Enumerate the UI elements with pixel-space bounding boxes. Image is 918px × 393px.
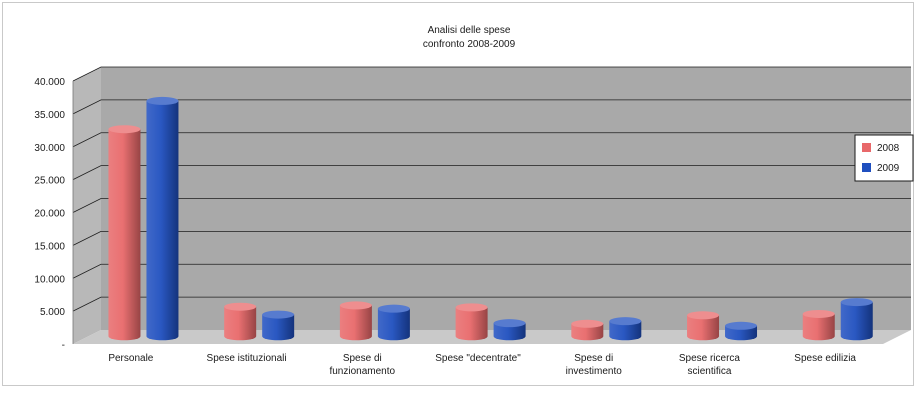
bar-top (262, 310, 295, 319)
legend-label: 2008 (877, 143, 900, 154)
bar-2008-6 (802, 309, 835, 341)
bar-body (455, 307, 488, 341)
bar-body (108, 129, 141, 341)
floor (73, 330, 911, 344)
bar-top (687, 311, 720, 320)
legend-swatch (862, 163, 871, 172)
bar-2008-4 (571, 319, 604, 341)
bar-2008-5 (687, 311, 720, 341)
y-tick-label: 20.000 (34, 209, 65, 220)
bar-2009-6 (840, 298, 873, 341)
bar-top (802, 309, 835, 318)
y-tick-label: 25.000 (34, 176, 65, 187)
bar-body (609, 321, 642, 341)
bar-top (146, 96, 179, 105)
bar-2008-1 (224, 302, 257, 341)
bar-2008-3 (455, 303, 488, 341)
bar-body (687, 315, 720, 341)
bar-top (339, 301, 372, 310)
bar-body (840, 302, 873, 341)
bar-top (224, 302, 257, 311)
gridline (72, 230, 911, 246)
bar-2009-2 (377, 304, 410, 341)
bar-body (725, 325, 758, 341)
chart-frame: Analisi delle spese confronto 2008-2009 … (2, 2, 914, 386)
bar-2008-2 (339, 301, 372, 341)
y-tick-label: 35.000 (34, 110, 65, 121)
x-tick-label: Spese di investimento (566, 353, 623, 377)
bar-top (455, 303, 488, 312)
x-tick-label: Spese ricerca scientifica (679, 353, 741, 377)
y-tick-label: 30.000 (34, 143, 65, 154)
legend-box (854, 134, 914, 182)
chart-canvas: Analisi delle spese confronto 2008-2009 … (34, 25, 914, 377)
gridline (72, 198, 911, 213)
bar-body (571, 323, 604, 341)
y-tick-label: 15.000 (34, 241, 65, 252)
legend-label: 2009 (877, 163, 900, 174)
bar-top (571, 319, 604, 328)
bar-body (224, 306, 257, 341)
y-tick-label: 5.000 (40, 307, 65, 318)
bar-body (262, 314, 295, 341)
gridline (72, 132, 911, 148)
x-tick-label: Personale (108, 353, 153, 364)
chart-title: Analisi delle spese (428, 25, 511, 36)
bar-top (840, 298, 873, 307)
x-tick-label: Spese istituzionali (207, 353, 287, 364)
bar-body (339, 305, 372, 341)
x-tick-label: Spese di funzionamento (329, 353, 395, 377)
gridline (72, 263, 911, 279)
bar-body (146, 100, 179, 341)
bar-2009-4 (609, 317, 642, 341)
gridline (72, 66, 911, 82)
bar-body (802, 313, 835, 341)
y-tick-label: 10.000 (34, 274, 65, 285)
chart-subtitle: confronto 2008-2009 (423, 39, 516, 50)
gridline (72, 165, 911, 180)
bar-2009-3 (493, 319, 526, 341)
bar-2009-0 (146, 96, 179, 341)
gridline (72, 99, 911, 115)
x-tick-label: Spese edilizia (794, 353, 856, 364)
y-tick-label: 40.000 (34, 77, 65, 88)
x-tick-label: Spese "decentrate" (435, 353, 521, 364)
bar-top (108, 125, 141, 134)
bar-2009-5 (725, 321, 758, 341)
bar-body (493, 323, 526, 341)
bar-body (377, 308, 410, 341)
bar-top (377, 304, 410, 313)
bar-2009-1 (262, 310, 295, 341)
bar-top (725, 321, 758, 330)
y-tick-label: - (62, 340, 65, 351)
gridline (72, 296, 911, 312)
legend: 2008 2009 (854, 134, 914, 182)
bar-top (609, 317, 642, 326)
plot-area: - 5.000 10.000 15.000 20.000 25.000 30.000 35.0… (34, 66, 911, 377)
legend-swatch (862, 143, 871, 152)
bar-top (493, 319, 526, 328)
bar-2008-0 (108, 125, 141, 341)
